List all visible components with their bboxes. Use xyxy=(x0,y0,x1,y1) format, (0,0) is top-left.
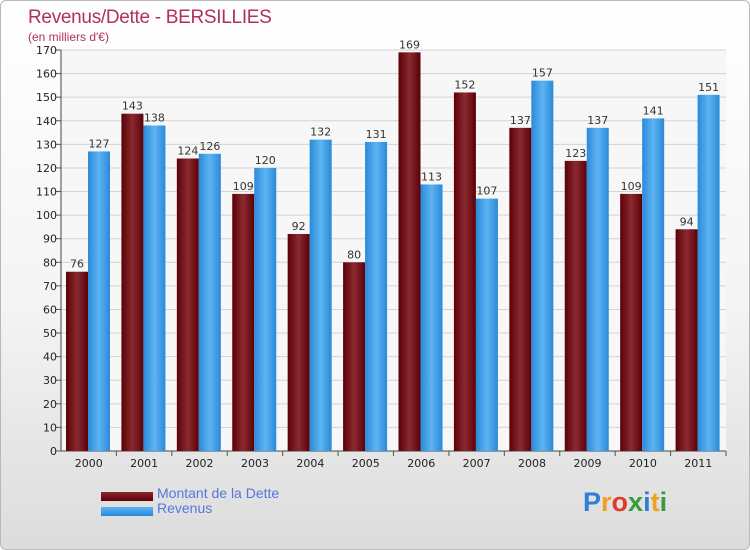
bar-dette-2004 xyxy=(287,233,310,451)
bar-revenus-2001 xyxy=(143,125,166,451)
y-tick-label: 70 xyxy=(43,280,57,293)
bar-revenus-2002 xyxy=(198,153,221,451)
data-label-dette-2001: 143 xyxy=(122,100,143,113)
x-tick-label: 2009 xyxy=(573,457,601,470)
data-label-dette-2007: 152 xyxy=(454,78,475,91)
bar-revenus-2010 xyxy=(642,118,665,451)
x-tick-label: 2005 xyxy=(352,457,380,470)
x-tick-label: 2010 xyxy=(629,457,657,470)
data-label-dette-2009: 123 xyxy=(565,147,586,160)
y-tick-label: 90 xyxy=(43,233,57,246)
y-tick-label: 60 xyxy=(43,303,57,316)
data-label-revenus-2009: 137 xyxy=(587,114,608,127)
data-label-dette-2010: 109 xyxy=(621,180,642,193)
logo-letter: t xyxy=(650,487,660,517)
logo-letter: x xyxy=(628,487,644,517)
y-tick-label: 150 xyxy=(36,91,57,104)
bar-dette-2005 xyxy=(343,262,366,451)
bar-revenus-2007 xyxy=(475,198,498,451)
data-label-dette-2003: 109 xyxy=(233,180,254,193)
logo-letter: r xyxy=(601,487,612,517)
data-label-dette-2006: 169 xyxy=(399,38,420,51)
x-tick-label: 2004 xyxy=(296,457,324,470)
bar-dette-2010 xyxy=(620,193,643,451)
y-tick-label: 130 xyxy=(36,138,57,151)
bar-dette-2007 xyxy=(453,92,476,451)
x-tick-label: 2008 xyxy=(518,457,546,470)
x-tick-label: 2006 xyxy=(407,457,435,470)
bar-dette-2002 xyxy=(176,158,199,451)
data-label-revenus-2007: 107 xyxy=(476,185,497,198)
data-label-revenus-2000: 127 xyxy=(89,137,110,150)
y-tick-label: 50 xyxy=(43,327,57,340)
bar-revenus-2008 xyxy=(531,80,554,451)
y-tick-label: 140 xyxy=(36,115,57,128)
y-tick-label: 170 xyxy=(36,44,57,57)
bar-revenus-2005 xyxy=(365,141,388,451)
y-tick-label: 160 xyxy=(36,68,57,81)
bar-dette-2011 xyxy=(675,229,698,451)
bar-dette-2009 xyxy=(564,160,587,452)
bar-revenus-2009 xyxy=(586,127,609,451)
bar-dette-2003 xyxy=(232,193,255,451)
bar-revenus-2011 xyxy=(697,94,720,451)
x-tick-label: 2007 xyxy=(463,457,491,470)
bar-revenus-2003 xyxy=(254,167,277,452)
legend-label-dette: Montant de la Dette xyxy=(157,485,280,501)
y-tick-label: 120 xyxy=(36,162,57,175)
data-label-revenus-2008: 157 xyxy=(532,67,553,80)
data-label-dette-2000: 76 xyxy=(70,258,84,271)
data-label-revenus-2005: 131 xyxy=(366,128,387,141)
data-label-revenus-2004: 132 xyxy=(310,126,331,139)
bar-dette-2008 xyxy=(509,127,532,451)
data-label-dette-2008: 137 xyxy=(510,114,531,127)
bar-dette-2001 xyxy=(121,113,144,451)
legend-label-revenus: Revenus xyxy=(157,500,213,516)
bar-revenus-2000 xyxy=(88,151,110,451)
y-tick-label: 100 xyxy=(36,209,57,222)
y-tick-label: 10 xyxy=(43,421,57,434)
data-label-dette-2004: 92 xyxy=(292,220,306,233)
y-tick-label: 0 xyxy=(50,445,57,458)
logo-letter: P xyxy=(583,487,602,517)
data-label-revenus-2001: 138 xyxy=(144,111,165,124)
x-tick-label: 2001 xyxy=(130,457,158,470)
data-label-dette-2011: 94 xyxy=(680,215,694,228)
logo-letter: i xyxy=(643,487,651,517)
x-tick-label: 2003 xyxy=(241,457,269,470)
data-label-dette-2002: 124 xyxy=(177,145,198,158)
legend-swatch-dette xyxy=(101,492,153,501)
x-tick-label: 2002 xyxy=(186,457,214,470)
chart-subtitle: (en milliers d'€) xyxy=(28,30,109,44)
y-tick-label: 20 xyxy=(43,398,57,411)
data-label-revenus-2006: 113 xyxy=(421,170,442,183)
logo-letter: i xyxy=(659,487,668,517)
x-tick-label: 2000 xyxy=(75,457,103,470)
y-tick-label: 80 xyxy=(43,256,57,269)
chart-title: Revenus/Dette - BERSILLIES xyxy=(28,7,272,28)
proxiti-logo: Proxiti xyxy=(583,487,667,518)
plot-area xyxy=(61,50,726,451)
logo-letter: o xyxy=(611,487,629,517)
bar-dette-2000 xyxy=(66,271,88,451)
data-label-revenus-2010: 141 xyxy=(643,104,664,117)
y-tick-label: 40 xyxy=(43,351,57,364)
bar-revenus-2004 xyxy=(309,139,332,451)
data-label-revenus-2003: 120 xyxy=(255,154,276,167)
y-tick-label: 30 xyxy=(43,374,57,387)
data-label-dette-2005: 80 xyxy=(347,248,361,261)
data-label-revenus-2011: 151 xyxy=(698,81,719,94)
bar-dette-2006 xyxy=(398,52,421,451)
legend-swatch-revenus xyxy=(101,507,153,516)
x-tick-label: 2011 xyxy=(684,457,712,470)
bar-revenus-2006 xyxy=(420,184,443,451)
data-label-revenus-2002: 126 xyxy=(199,140,220,153)
y-tick-label: 110 xyxy=(36,186,57,199)
